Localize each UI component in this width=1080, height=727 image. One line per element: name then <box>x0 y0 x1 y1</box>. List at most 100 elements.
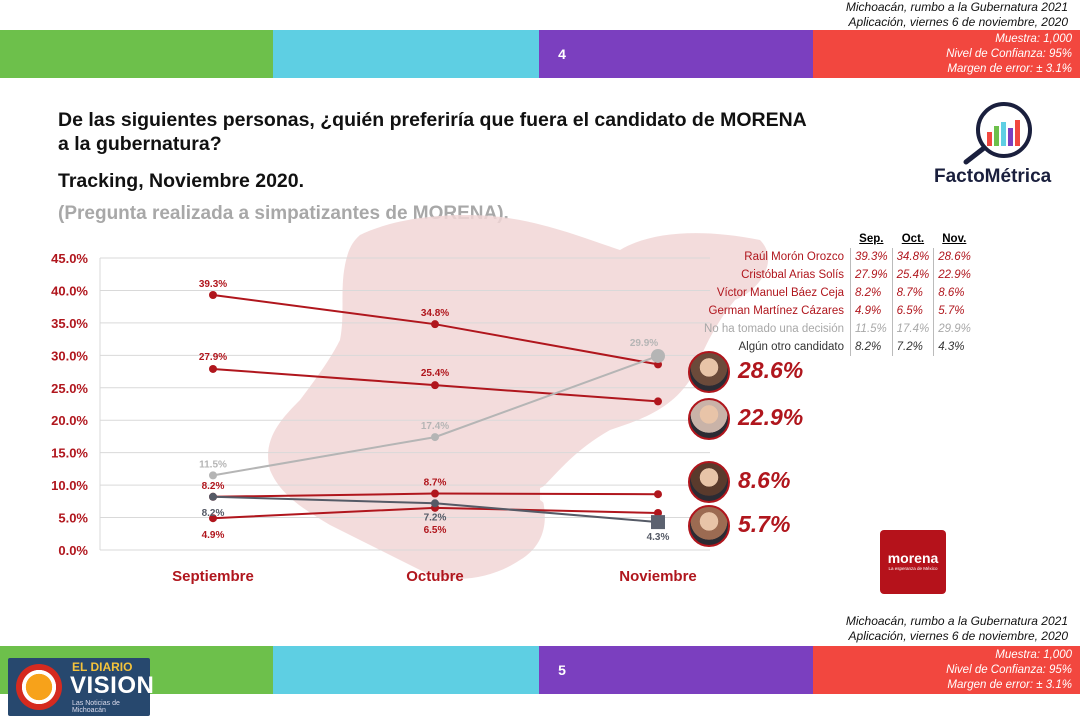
candidate-percentage: 22.9% <box>738 404 804 430</box>
table-cell: 17.4% <box>891 320 934 338</box>
data-point <box>431 320 439 329</box>
tracking-table: Sep. Oct. Nov. Raúl Morón Orozco 39.3% 34.… <box>700 230 975 356</box>
data-point <box>654 397 662 406</box>
x-tick-label: Septiembre <box>172 568 254 585</box>
table-cell: 29.9% <box>933 320 975 338</box>
sample-info: Muestra: 1,000 Nivel de Confianza: 95% M… <box>813 30 1080 78</box>
candidate-percentage: 8.6% <box>738 467 791 493</box>
data-point <box>654 509 662 518</box>
table-cell: 4.3% <box>933 338 975 356</box>
table-cell: 5.7% <box>933 302 975 320</box>
table-row-name: German Martínez Cázares <box>708 305 845 317</box>
col-sep: Sep. <box>859 233 884 245</box>
brand-name: FactoMétrica <box>934 166 1052 187</box>
header-color-bar: 4 Muestra: 1,000 Nivel de Confianza: 95%… <box>0 30 1080 78</box>
y-tick-label: 5.0% <box>58 511 88 526</box>
table-cell: 8.2% <box>850 338 893 356</box>
table-cell: 11.5% <box>850 320 893 338</box>
table-row: German Martínez Cázares 4.9% 6.5% 5.7% <box>700 302 975 320</box>
data-label: 27.9% <box>199 352 227 363</box>
next-page-number: 5 <box>539 646 813 694</box>
candidate-photo <box>688 505 730 547</box>
table-row-name: Cristóbal Arias Solís <box>741 269 845 281</box>
data-label: 8.2% <box>202 481 225 492</box>
table-cell: 39.3% <box>850 248 893 266</box>
candidate-photo <box>688 351 730 393</box>
data-label: 17.4% <box>421 421 449 432</box>
y-tick-label: 20.0% <box>51 413 88 428</box>
data-point <box>654 490 662 499</box>
data-point <box>209 290 217 299</box>
table-cell: 25.4% <box>891 266 934 284</box>
data-label: 8.2% <box>202 508 225 519</box>
table-row: Raúl Morón Orozco 39.3% 34.8% 28.6% <box>700 248 975 266</box>
table-cell: 8.7% <box>891 284 934 302</box>
table-cell: 8.6% <box>933 284 975 302</box>
data-point <box>209 471 217 480</box>
y-tick-label: 15.0% <box>51 446 88 461</box>
survey-date: Aplicación, viernes 6 de noviembre, 2020 <box>848 15 1068 29</box>
footer-color-bar: 5 Muestra: 1,000 Nivel de Confianza: 95%… <box>0 646 1080 694</box>
data-label: 39.3% <box>199 279 227 290</box>
table-row-name: No ha tomado una decisión <box>704 323 845 335</box>
page-number: 4 <box>539 30 813 78</box>
data-point <box>209 492 217 501</box>
x-tick-label: Octubre <box>406 568 464 585</box>
data-point <box>431 489 439 498</box>
table-cell: 27.9% <box>850 266 893 284</box>
data-point <box>209 364 217 373</box>
table-row: Algún otro candidato 8.2% 7.2% 4.3% <box>700 338 975 356</box>
survey-title: Michoacán, rumbo a la Gubernatura 2021 <box>845 0 1068 14</box>
data-point-marker <box>651 348 665 363</box>
y-tick-label: 35.0% <box>51 316 88 331</box>
michoacan-map-shape <box>268 215 769 579</box>
data-label: 29.9% <box>630 338 658 349</box>
table-cell: 34.8% <box>891 248 934 266</box>
candidate-photo <box>688 398 730 440</box>
survey-meta-bottom: Michoacán, rumbo a la Gubernatura 2021 A… <box>845 614 1068 643</box>
morena-logo: morena La esperanza de México <box>880 530 946 594</box>
question-title: De las siguientes personas, ¿quién prefe… <box>58 109 807 155</box>
data-label: 11.5% <box>199 459 227 470</box>
table-row: Cristóbal Arias Solís 27.9% 25.4% 22.9% <box>700 266 975 284</box>
x-tick-label: Noviembre <box>619 568 697 585</box>
tracking-title: Tracking, Noviembre 2020. <box>58 170 305 192</box>
y-tick-label: 45.0% <box>51 251 88 266</box>
data-label: 25.4% <box>421 368 449 379</box>
survey-meta-top: Michoacán, rumbo a la Gubernatura 2021 A… <box>846 0 1068 30</box>
table-row-name: Algún otro candidato <box>738 341 845 353</box>
data-label: 6.5% <box>424 525 447 536</box>
data-label: 8.7% <box>424 478 447 489</box>
diario-logo-icon <box>16 664 62 710</box>
table-cell: 28.6% <box>933 248 975 266</box>
y-tick-label: 10.0% <box>51 478 88 493</box>
candidate-percentage: 28.6% <box>738 357 804 383</box>
y-tick-label: 25.0% <box>51 381 88 396</box>
table-cell: 8.2% <box>850 284 893 302</box>
data-label: 7.2% <box>424 512 447 523</box>
table-cell: 6.5% <box>891 302 934 320</box>
table-row-name: Raúl Morón Orozco <box>744 251 845 263</box>
data-label: 4.9% <box>202 530 225 541</box>
factometrica-logo-icon <box>963 102 1032 165</box>
col-nov: Nov. <box>942 233 967 245</box>
table-row: Víctor Manuel Báez Ceja 8.2% 8.7% 8.6% <box>700 284 975 302</box>
table-cell: 22.9% <box>933 266 975 284</box>
table-row-name: Víctor Manuel Báez Ceja <box>716 287 845 299</box>
data-point <box>431 499 439 508</box>
candidate-percentage: 5.7% <box>738 511 791 537</box>
data-label: 34.8% <box>421 308 449 319</box>
table-cell: 7.2% <box>891 338 934 356</box>
data-point <box>431 381 439 390</box>
data-label: 4.3% <box>647 532 670 543</box>
y-tick-label: 30.0% <box>51 348 88 363</box>
table-cell: 4.9% <box>850 302 893 320</box>
y-tick-label: 40.0% <box>51 283 88 298</box>
data-point <box>209 514 217 523</box>
col-oct: Oct. <box>901 233 925 245</box>
y-tick-label: 0.0% <box>58 543 88 558</box>
candidate-photo <box>688 461 730 503</box>
data-point <box>431 433 439 442</box>
data-point-marker <box>651 515 665 530</box>
